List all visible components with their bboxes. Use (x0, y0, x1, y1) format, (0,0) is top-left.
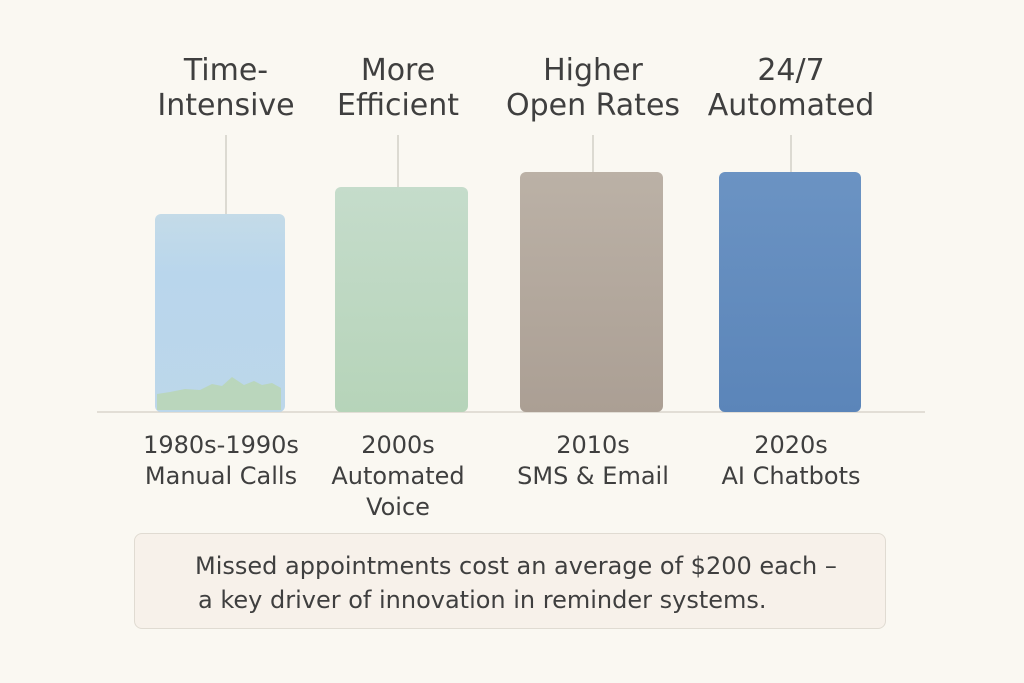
method-label: AI Chatbots (721, 462, 860, 490)
benefit-label: 24/7 (757, 53, 824, 88)
method-label: Manual Calls (145, 462, 297, 490)
bar-2010s (520, 172, 663, 412)
benefit-label: Intensive (157, 88, 294, 123)
era-label: 2000s (361, 431, 435, 459)
benefit-label: Efficient (337, 88, 459, 123)
benefit-label: Open Rates (506, 88, 680, 123)
method-label: Automated (331, 462, 464, 490)
callout-line-1: Missed appointments cost an average of $… (195, 552, 837, 580)
era-label: 2010s (556, 431, 630, 459)
bar-2020s (719, 172, 861, 412)
bar-2000s (335, 187, 468, 412)
cost-callout-box: Missed appointments cost an average of $… (134, 533, 886, 629)
benefit-label: Time- (183, 53, 268, 88)
method-label: Voice (366, 493, 430, 521)
callout-line-2: a key driver of innovation in reminder s… (198, 586, 767, 614)
benefit-label: More (361, 53, 435, 88)
benefit-label: Automated (708, 88, 875, 123)
era-label: 2020s (754, 431, 828, 459)
bar-1980s-1990s (155, 214, 285, 412)
method-label: SMS & Email (517, 462, 669, 490)
era-label: 1980s-1990s (143, 431, 299, 459)
bar-texture (157, 377, 281, 410)
benefit-label: Higher (543, 53, 643, 88)
